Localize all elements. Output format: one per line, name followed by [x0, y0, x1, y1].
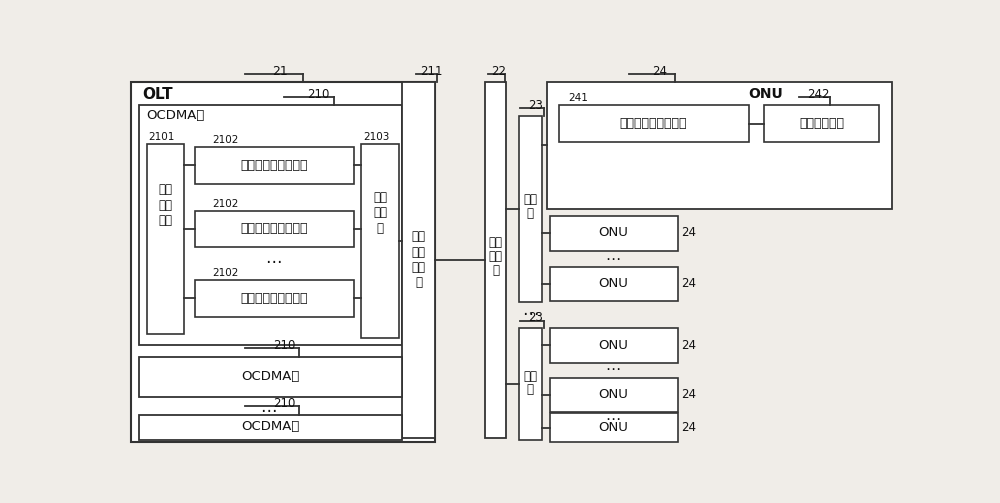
Text: 第一光混沌编解码器: 第一光混沌编解码器 — [240, 158, 308, 172]
Text: 第一: 第一 — [158, 183, 172, 196]
Text: 耦合: 耦合 — [523, 370, 537, 383]
Text: 第一光混沌编解码器: 第一光混沌编解码器 — [240, 222, 308, 235]
Text: 耦合: 耦合 — [373, 206, 387, 219]
Text: 器: 器 — [492, 264, 499, 277]
Text: 第一: 第一 — [373, 191, 387, 204]
Text: 210: 210 — [273, 339, 295, 352]
Text: 22: 22 — [491, 65, 506, 77]
Bar — [519, 116, 542, 302]
Text: ONU: ONU — [598, 339, 628, 352]
Text: ONU: ONU — [598, 226, 628, 239]
Text: 241: 241 — [568, 93, 588, 103]
Bar — [550, 328, 678, 363]
Text: OCDMA组: OCDMA组 — [147, 109, 205, 122]
Text: 24: 24 — [681, 277, 696, 290]
Text: 24: 24 — [652, 65, 667, 77]
Bar — [147, 143, 184, 334]
Text: 波长: 波长 — [412, 245, 426, 259]
Text: 24: 24 — [681, 339, 696, 352]
Bar — [547, 82, 892, 209]
Text: 波长: 波长 — [488, 236, 502, 249]
Text: OCDMA组: OCDMA组 — [242, 421, 300, 434]
Text: 23: 23 — [528, 99, 543, 112]
Bar — [361, 143, 399, 338]
Text: 器: 器 — [376, 222, 383, 235]
Bar — [131, 82, 435, 442]
Text: 210: 210 — [308, 88, 330, 101]
Text: 23: 23 — [528, 311, 543, 324]
Text: ONU: ONU — [598, 421, 628, 434]
Text: ⋯: ⋯ — [522, 305, 539, 323]
Text: 路由: 路由 — [412, 261, 426, 274]
Text: 24: 24 — [681, 226, 696, 239]
Bar — [550, 267, 678, 301]
Text: 器: 器 — [415, 276, 422, 289]
Text: 路由: 路由 — [488, 250, 502, 263]
Text: 242: 242 — [807, 88, 830, 101]
Bar — [139, 105, 402, 345]
Text: 2103: 2103 — [363, 132, 389, 141]
Text: ⋯: ⋯ — [265, 253, 282, 271]
Bar — [195, 146, 354, 184]
Text: ONU: ONU — [749, 87, 783, 101]
Bar — [485, 82, 506, 438]
Bar — [195, 280, 354, 317]
Text: ⋯: ⋯ — [606, 362, 621, 377]
Text: 24: 24 — [681, 421, 696, 434]
Text: ⋯: ⋯ — [606, 411, 621, 427]
Text: 第一: 第一 — [412, 230, 426, 243]
Text: 器: 器 — [527, 207, 534, 220]
Text: 光收: 光收 — [158, 199, 172, 212]
Bar — [519, 328, 542, 440]
Bar — [139, 357, 402, 397]
Text: ONU: ONU — [598, 388, 628, 401]
Bar — [195, 211, 354, 247]
Text: 211: 211 — [420, 65, 442, 77]
Text: 第二光混沌编解码器: 第二光混沌编解码器 — [620, 117, 687, 130]
Text: 210: 210 — [273, 396, 295, 409]
Bar — [402, 82, 435, 438]
Text: 2102: 2102 — [212, 135, 238, 145]
Text: 耦合: 耦合 — [523, 193, 537, 206]
Text: 2101: 2101 — [148, 132, 175, 142]
Text: ⋯: ⋯ — [260, 402, 277, 420]
Text: OCDMA组: OCDMA组 — [242, 370, 300, 383]
Text: 2102: 2102 — [212, 199, 238, 209]
Text: 发器: 发器 — [158, 214, 172, 227]
Bar — [139, 414, 402, 440]
Text: 器: 器 — [527, 383, 534, 396]
Bar — [559, 105, 749, 142]
Text: 21: 21 — [272, 65, 288, 77]
Bar — [550, 413, 678, 442]
Text: 第二光收发器: 第二光收发器 — [799, 117, 844, 130]
Bar — [550, 378, 678, 412]
Text: OLT: OLT — [142, 87, 173, 102]
Text: ⋯: ⋯ — [606, 252, 621, 267]
Text: 第一光混沌编解码器: 第一光混沌编解码器 — [240, 292, 308, 305]
Text: 24: 24 — [681, 388, 696, 401]
Text: 2102: 2102 — [212, 268, 238, 278]
Bar — [550, 216, 678, 250]
Text: ONU: ONU — [598, 277, 628, 290]
Bar — [764, 105, 879, 142]
